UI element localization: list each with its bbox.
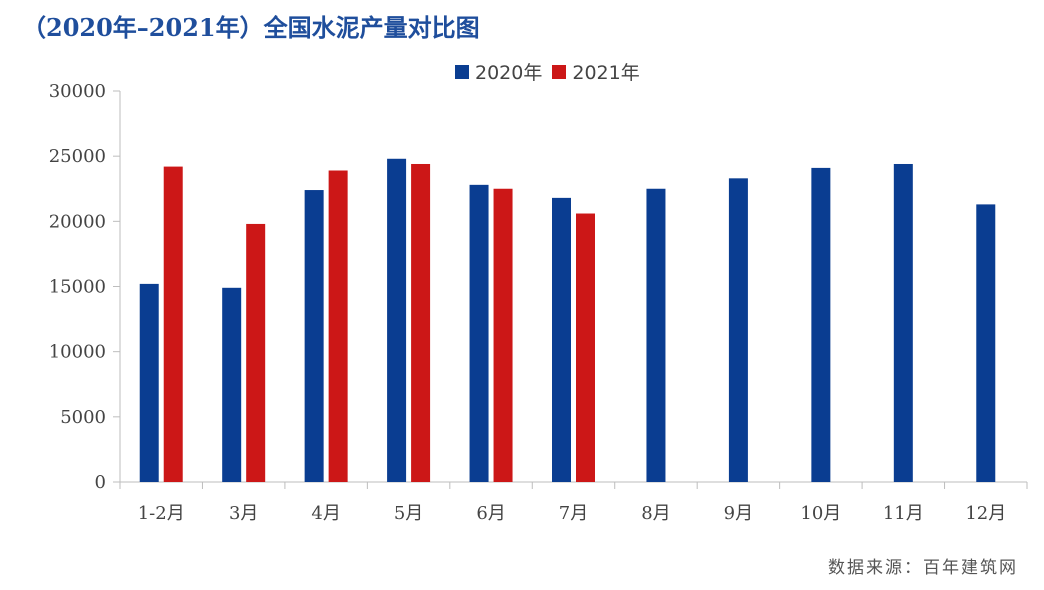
- x-tick-label: 5月: [394, 503, 423, 524]
- bar-2020-4: [387, 158, 407, 483]
- x-tick-label: 9月: [724, 503, 753, 524]
- bar-2020-9: [811, 167, 831, 482]
- y-tick-label: 15000: [49, 277, 106, 298]
- x-tick-label: 8月: [641, 503, 670, 524]
- x-tick-label: 7月: [559, 503, 588, 524]
- y-tick-label: 5000: [60, 407, 106, 428]
- legend-label-2021: 2021年: [572, 62, 640, 84]
- bar-2021-4: [411, 163, 431, 482]
- bar-2020-3: [304, 190, 324, 482]
- y-tick-label: 30000: [49, 81, 106, 102]
- x-tick-label: 6月: [476, 503, 505, 524]
- bar-2020-1: [139, 283, 159, 482]
- bar-2020-8: [728, 178, 748, 482]
- chart-title: （2020年–2021年）全国水泥产量对比图: [22, 13, 480, 42]
- x-tick-label: 1-2月: [138, 503, 185, 524]
- legend: 2020年 2021年: [455, 58, 644, 85]
- legend-item-2020: 2020年: [455, 58, 542, 85]
- bar-2020-5: [469, 184, 489, 482]
- y-tick-label: 20000: [49, 211, 106, 232]
- bar-2020-6: [552, 197, 571, 482]
- x-tick-label: 10月: [800, 503, 841, 524]
- legend-swatch-2021: [552, 64, 567, 79]
- x-tick-label: 3月: [229, 503, 258, 524]
- x-tick-label: 12月: [965, 503, 1006, 524]
- y-tick-label: 10000: [49, 342, 106, 363]
- legend-swatch-2020: [455, 64, 469, 79]
- bar-2020-10: [893, 163, 913, 482]
- legend-item-2021: 2021年: [552, 58, 640, 85]
- x-tick-label: 11月: [883, 503, 924, 524]
- y-tick-label: 0: [95, 472, 106, 493]
- bar-2021-3: [328, 170, 348, 482]
- bar-2020-2: [222, 287, 242, 482]
- x-tick-label: 4月: [311, 503, 340, 524]
- legend-label-2020: 2020年: [475, 62, 543, 84]
- bar-2020-7: [646, 188, 666, 482]
- bar-2021-2: [246, 223, 266, 482]
- bar-2020-11: [976, 204, 996, 482]
- bar-2021-1: [163, 166, 183, 483]
- bar-2021-6: [576, 213, 595, 482]
- bar-2021-5: [493, 188, 513, 482]
- y-tick-label: 25000: [49, 146, 106, 167]
- data-source-note: 数据来源：百年建筑网: [828, 558, 1018, 578]
